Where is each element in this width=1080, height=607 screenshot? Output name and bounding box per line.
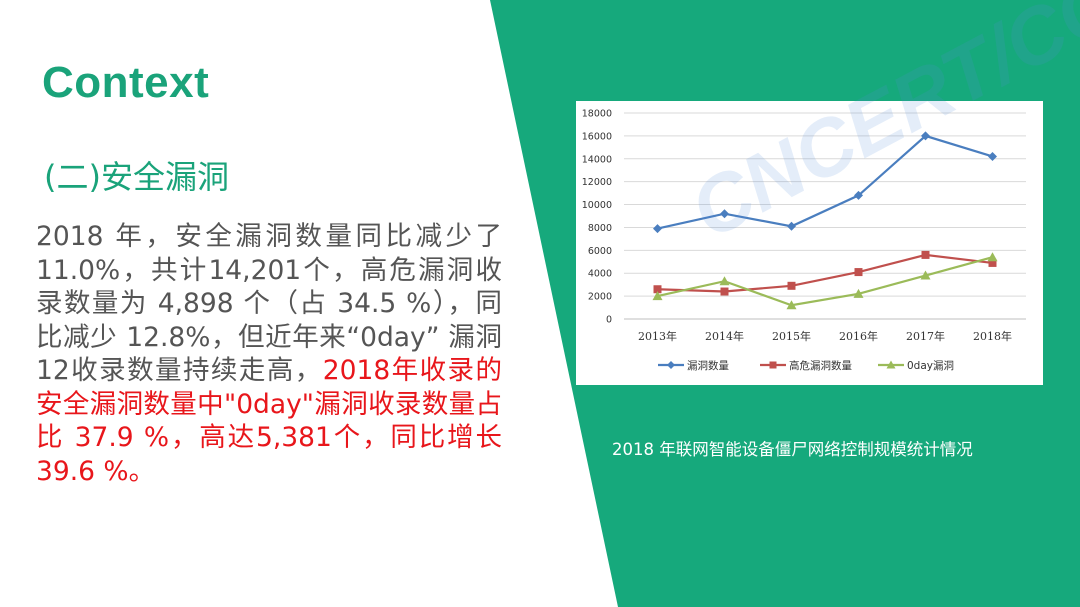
data-point: [720, 209, 729, 219]
series-line: [657, 134, 993, 230]
y-tick-label: 14000: [582, 154, 612, 165]
data-point: [787, 281, 796, 290]
chart-container: 0 2000 4000 6000 8000 10000 12000 14000 16000 180…: [576, 101, 1043, 385]
legend-marker: [667, 361, 675, 369]
data-point: [921, 250, 930, 259]
y-tick-label: 0: [606, 315, 612, 326]
x-tick-label: 2015年: [772, 329, 811, 343]
data-point: [921, 131, 930, 141]
legend-marker: [886, 360, 896, 369]
data-point: [653, 224, 662, 234]
y-tick-label: 12000: [582, 177, 612, 188]
data-point: [988, 258, 997, 267]
data-point: [652, 291, 663, 301]
data-point: [853, 288, 864, 298]
y-tick-label: 18000: [582, 109, 612, 120]
body-paragraph: 2018 年，安全漏洞数量同比减少了11.0%，共计14,201个，高危漏洞收录…: [36, 220, 502, 488]
y-tick-label: 8000: [588, 223, 612, 234]
data-point: [720, 287, 729, 296]
legend-label: 漏洞数量: [687, 359, 729, 372]
x-tick-label: 2016年: [839, 329, 878, 343]
y-tick-label: 16000: [582, 131, 612, 142]
data-point: [987, 252, 998, 262]
slide-subtitle: (二)安全漏洞: [44, 158, 229, 196]
data-point: [786, 300, 797, 310]
data-point: [854, 190, 863, 200]
body-text-highlight: 2018年收录的安全漏洞数量中"0day"漏洞收录数量占比 37.9 %，高达5…: [36, 355, 502, 487]
x-tick-label: 2013年: [638, 329, 677, 343]
legend-label: 高危漏洞数量: [789, 359, 852, 372]
chart-caption: 2018 年联网智能设备僵尸网络控制规模统计情况: [612, 440, 973, 459]
x-tick-label: 2018年: [973, 329, 1012, 343]
body-text-plain: 2018 年，安全漏洞数量同比减少了11.0%，共计14,201个，高危漏洞收录…: [36, 221, 502, 386]
data-point: [920, 270, 931, 280]
y-tick-label: 6000: [588, 246, 612, 257]
y-tick-label: 4000: [588, 269, 612, 280]
y-tick-label: 2000: [588, 292, 612, 303]
series-line: [657, 256, 993, 307]
data-point: [854, 268, 863, 277]
slide-title: Context: [42, 58, 210, 107]
data-point: [988, 151, 997, 161]
data-point: [787, 221, 796, 231]
y-tick-label: 10000: [582, 200, 612, 211]
x-tick-label: 2017年: [906, 329, 945, 343]
data-point: [719, 276, 730, 286]
legend-label: 0day漏洞: [907, 360, 954, 372]
line-chart: 0 2000 4000 6000 8000 10000 12000 14000 16000 180…: [582, 109, 1026, 372]
legend-marker: [769, 361, 777, 369]
x-tick-label: 2014年: [705, 329, 744, 343]
series-line: [657, 253, 993, 293]
data-point: [653, 285, 662, 294]
